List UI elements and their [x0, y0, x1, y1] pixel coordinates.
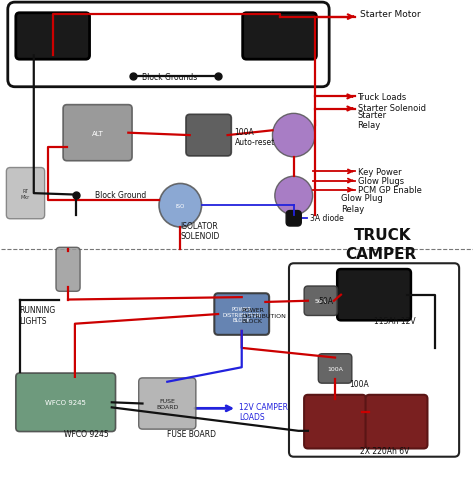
Text: PCM GP Enable: PCM GP Enable: [357, 186, 421, 195]
Text: Starter
Relay: Starter Relay: [357, 111, 387, 130]
Text: 12V CAMPER
LOADS: 12V CAMPER LOADS: [239, 402, 288, 422]
FancyBboxPatch shape: [139, 378, 196, 429]
Text: FUSE
BOARD: FUSE BOARD: [156, 398, 179, 409]
Text: FUSE BOARD: FUSE BOARD: [167, 429, 216, 438]
FancyBboxPatch shape: [304, 395, 366, 449]
FancyBboxPatch shape: [16, 14, 90, 60]
Text: Block Grounds: Block Grounds: [143, 73, 198, 81]
Text: Glow Plugs: Glow Plugs: [357, 177, 404, 186]
Text: Truck Loads: Truck Loads: [357, 93, 407, 102]
Text: POWER
DISTRIBUTION
BLOCK: POWER DISTRIBUTION BLOCK: [222, 306, 261, 323]
Text: Key Power: Key Power: [357, 167, 401, 177]
Text: ALT: ALT: [91, 130, 103, 136]
Text: WFCO 9245: WFCO 9245: [45, 399, 86, 406]
Text: Starter Solenoid: Starter Solenoid: [357, 104, 426, 112]
Text: POWER
DISTRIBUTION
BLOCK: POWER DISTRIBUTION BLOCK: [242, 307, 287, 324]
Text: 115Ah 12V: 115Ah 12V: [374, 316, 416, 325]
Text: TRUCK: TRUCK: [355, 227, 412, 242]
Text: 100A: 100A: [327, 366, 343, 371]
FancyBboxPatch shape: [16, 373, 116, 432]
Circle shape: [273, 114, 315, 158]
Text: ISOLATOR
SOLENOID: ISOLATOR SOLENOID: [180, 221, 219, 241]
FancyBboxPatch shape: [337, 270, 411, 321]
FancyBboxPatch shape: [318, 354, 352, 383]
FancyBboxPatch shape: [286, 211, 301, 227]
Text: CAMPER: CAMPER: [346, 246, 417, 261]
FancyBboxPatch shape: [304, 287, 337, 316]
FancyBboxPatch shape: [365, 395, 428, 449]
Circle shape: [159, 184, 201, 227]
Text: Starter Motor: Starter Motor: [360, 10, 420, 19]
Text: 2X 220Ah 6V: 2X 220Ah 6V: [360, 446, 409, 455]
FancyBboxPatch shape: [63, 106, 132, 161]
Text: 100A: 100A: [349, 379, 369, 388]
Text: Block Ground: Block Ground: [95, 191, 146, 200]
Text: RUNNING
LIGHTS: RUNNING LIGHTS: [19, 306, 56, 325]
Text: 50A: 50A: [315, 299, 327, 303]
Text: ISO: ISO: [175, 203, 185, 208]
Text: Glow Plug
Relay: Glow Plug Relay: [341, 194, 383, 213]
Text: RT
Mkr: RT Mkr: [21, 188, 30, 199]
FancyBboxPatch shape: [186, 115, 231, 157]
Circle shape: [275, 177, 313, 215]
Text: 100A
Auto-reset: 100A Auto-reset: [235, 128, 275, 147]
FancyBboxPatch shape: [6, 168, 45, 219]
FancyBboxPatch shape: [214, 294, 269, 335]
Text: WFCO 9245: WFCO 9245: [64, 429, 109, 438]
FancyBboxPatch shape: [56, 248, 80, 292]
Text: 3A diode: 3A diode: [310, 213, 344, 222]
FancyBboxPatch shape: [243, 14, 317, 60]
Text: 50A: 50A: [318, 297, 333, 306]
